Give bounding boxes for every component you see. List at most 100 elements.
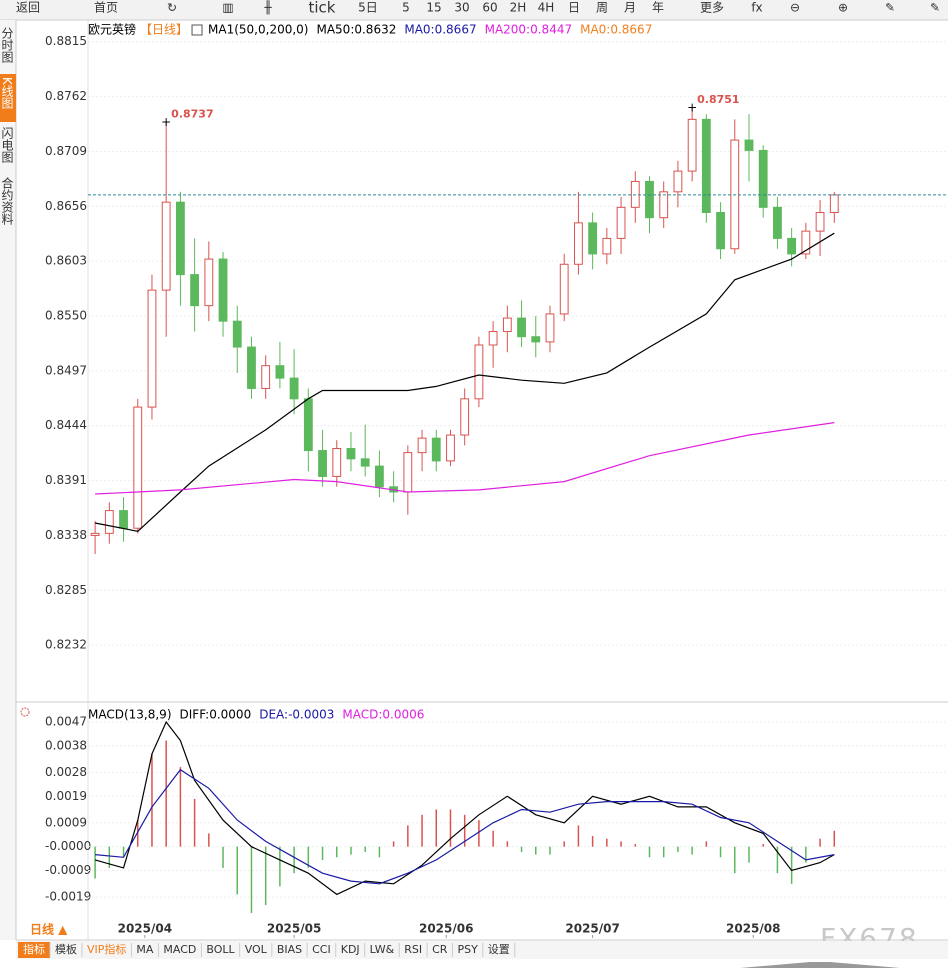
- candle-body: [133, 406, 143, 529]
- candle-body: [190, 274, 200, 307]
- candle-body: [829, 194, 839, 214]
- candle-body: [161, 201, 171, 291]
- candle-body: [758, 149, 768, 208]
- candle-body: [119, 510, 128, 529]
- series-line: [95, 768, 835, 885]
- toolbar-button[interactable]: 15: [426, 1, 441, 15]
- candle-body: [104, 510, 114, 534]
- candle-body: [403, 452, 413, 493]
- indicator-tab[interactable]: 设置: [488, 943, 510, 956]
- indicator-tab[interactable]: BOLL: [206, 943, 235, 956]
- indicator-tab[interactable]: 指标: [23, 942, 45, 956]
- toolbar-icon[interactable]: ▥: [222, 1, 233, 15]
- indicator-tab[interactable]: CCI: [312, 943, 331, 956]
- toolbar-icon[interactable]: ⊕: [838, 1, 848, 15]
- indicator-tab[interactable]: LW&: [370, 943, 395, 956]
- toolbar-icon[interactable]: fx: [751, 1, 762, 15]
- candle-body: [460, 398, 470, 436]
- indicator-tab[interactable]: PSY: [457, 943, 478, 956]
- toolbar-icon[interactable]: ✎: [930, 1, 940, 15]
- bottom-tabs: [16, 941, 948, 959]
- y-tick-label: 0.0038: [45, 738, 87, 752]
- series-line: [95, 422, 835, 495]
- toolbar-button[interactable]: 5: [402, 1, 410, 15]
- indicator-tab[interactable]: RSI: [404, 943, 422, 956]
- toolbar-icon[interactable]: ↻: [167, 1, 177, 15]
- candle-body: [517, 317, 526, 338]
- indicator-tab[interactable]: VOL: [245, 943, 268, 956]
- high-marker: +: [161, 115, 171, 129]
- candle-body: [744, 139, 754, 151]
- toolbar-button[interactable]: tick: [309, 0, 336, 17]
- toolbar-icon[interactable]: ⊖: [790, 1, 800, 15]
- sidebar-tab[interactable]: 分时图: [0, 27, 14, 63]
- candle-body: [488, 331, 498, 346]
- y-tick-label: 0.8338: [45, 528, 87, 542]
- y-tick-label: 0.8709: [45, 144, 87, 158]
- candle-body: [417, 437, 427, 454]
- candle-body: [602, 237, 612, 255]
- indicator-tab[interactable]: 模板: [55, 942, 77, 956]
- toolbar-button[interactable]: 60: [482, 1, 497, 15]
- legend-item: MA200:0.8447: [485, 23, 573, 37]
- indicator-tab[interactable]: BIAS: [277, 943, 302, 956]
- candle-body: [701, 118, 711, 214]
- sidebar-tab[interactable]: 闪电图: [0, 127, 14, 163]
- sidebar-tab[interactable]: 合约资料: [0, 176, 14, 225]
- toolbar-button[interactable]: 年: [652, 1, 664, 15]
- candle-body: [502, 317, 512, 333]
- toolbar-button[interactable]: 5日: [358, 1, 378, 15]
- sidebar: [0, 20, 16, 940]
- candle-body: [787, 237, 797, 255]
- legend-title: 欧元英镑: [88, 22, 136, 37]
- y-tick-label: 0.8497: [45, 363, 87, 377]
- toolbar-button[interactable]: 更多: [700, 1, 724, 15]
- indicator-tab[interactable]: MA: [136, 943, 153, 956]
- toolbar-button[interactable]: 周: [596, 1, 608, 15]
- y-tick-label: 0.8815: [45, 34, 87, 48]
- toolbar-icon[interactable]: ╫: [263, 0, 272, 15]
- legend-period: 【日线】: [140, 23, 188, 37]
- toolbar-button[interactable]: 4H: [538, 1, 555, 15]
- x-tick-label: 2025/07: [565, 922, 619, 936]
- settings-icon[interactable]: [20, 707, 30, 717]
- legend-item: MA0:0.8667: [580, 23, 652, 37]
- y-tick-label: -0.0009: [45, 863, 91, 877]
- x-tick-label: 2025/04: [118, 922, 172, 936]
- y-tick-label: -0.0000: [45, 839, 91, 853]
- period-selector[interactable]: 日线 ▲: [30, 922, 68, 937]
- legend-item: MACD:0.0006: [342, 708, 424, 722]
- indicator-tab[interactable]: MACD: [163, 943, 196, 956]
- candle-body: [730, 139, 740, 250]
- indicator-tab[interactable]: CR: [432, 943, 448, 956]
- y-tick-label: 0.8762: [45, 89, 87, 103]
- indicator-tab[interactable]: VIP指标: [87, 942, 126, 956]
- y-tick-label: 0.8550: [45, 309, 87, 323]
- toolbar-button[interactable]: 2H: [510, 1, 527, 15]
- scroll-handle[interactable]: [740, 962, 900, 968]
- indicator-tab[interactable]: KDJ: [341, 943, 360, 956]
- y-tick-label: 0.8232: [45, 638, 87, 652]
- candle-body: [90, 532, 100, 536]
- y-tick-label: 0.8444: [45, 418, 87, 432]
- candle-body: [716, 212, 725, 250]
- legend-title: MACD(13,8,9): [88, 708, 172, 722]
- x-tick-label: 2025/08: [726, 922, 780, 936]
- toolbar-icon[interactable]: ✎: [885, 1, 895, 15]
- toolbar-button[interactable]: 30: [454, 1, 469, 15]
- sidebar-tab[interactable]: K线图: [0, 77, 14, 109]
- y-tick-label: 0.0019: [45, 789, 87, 803]
- candle-body: [559, 263, 569, 315]
- sidebar-tab-bg: [0, 74, 16, 122]
- toolbar-button[interactable]: 日: [568, 1, 580, 15]
- toolbar-button[interactable]: 月: [624, 1, 636, 15]
- candle-body: [346, 447, 356, 460]
- candle-body: [474, 344, 484, 400]
- toolbar-button[interactable]: 返回: [16, 1, 40, 15]
- candle-body: [147, 289, 157, 408]
- candle-body: [446, 434, 455, 462]
- toolbar-button[interactable]: 首页: [94, 1, 118, 15]
- candle-body: [801, 230, 811, 255]
- y-tick-label: -0.0019: [45, 890, 91, 904]
- legend-item: DEA:-0.0003: [259, 708, 334, 722]
